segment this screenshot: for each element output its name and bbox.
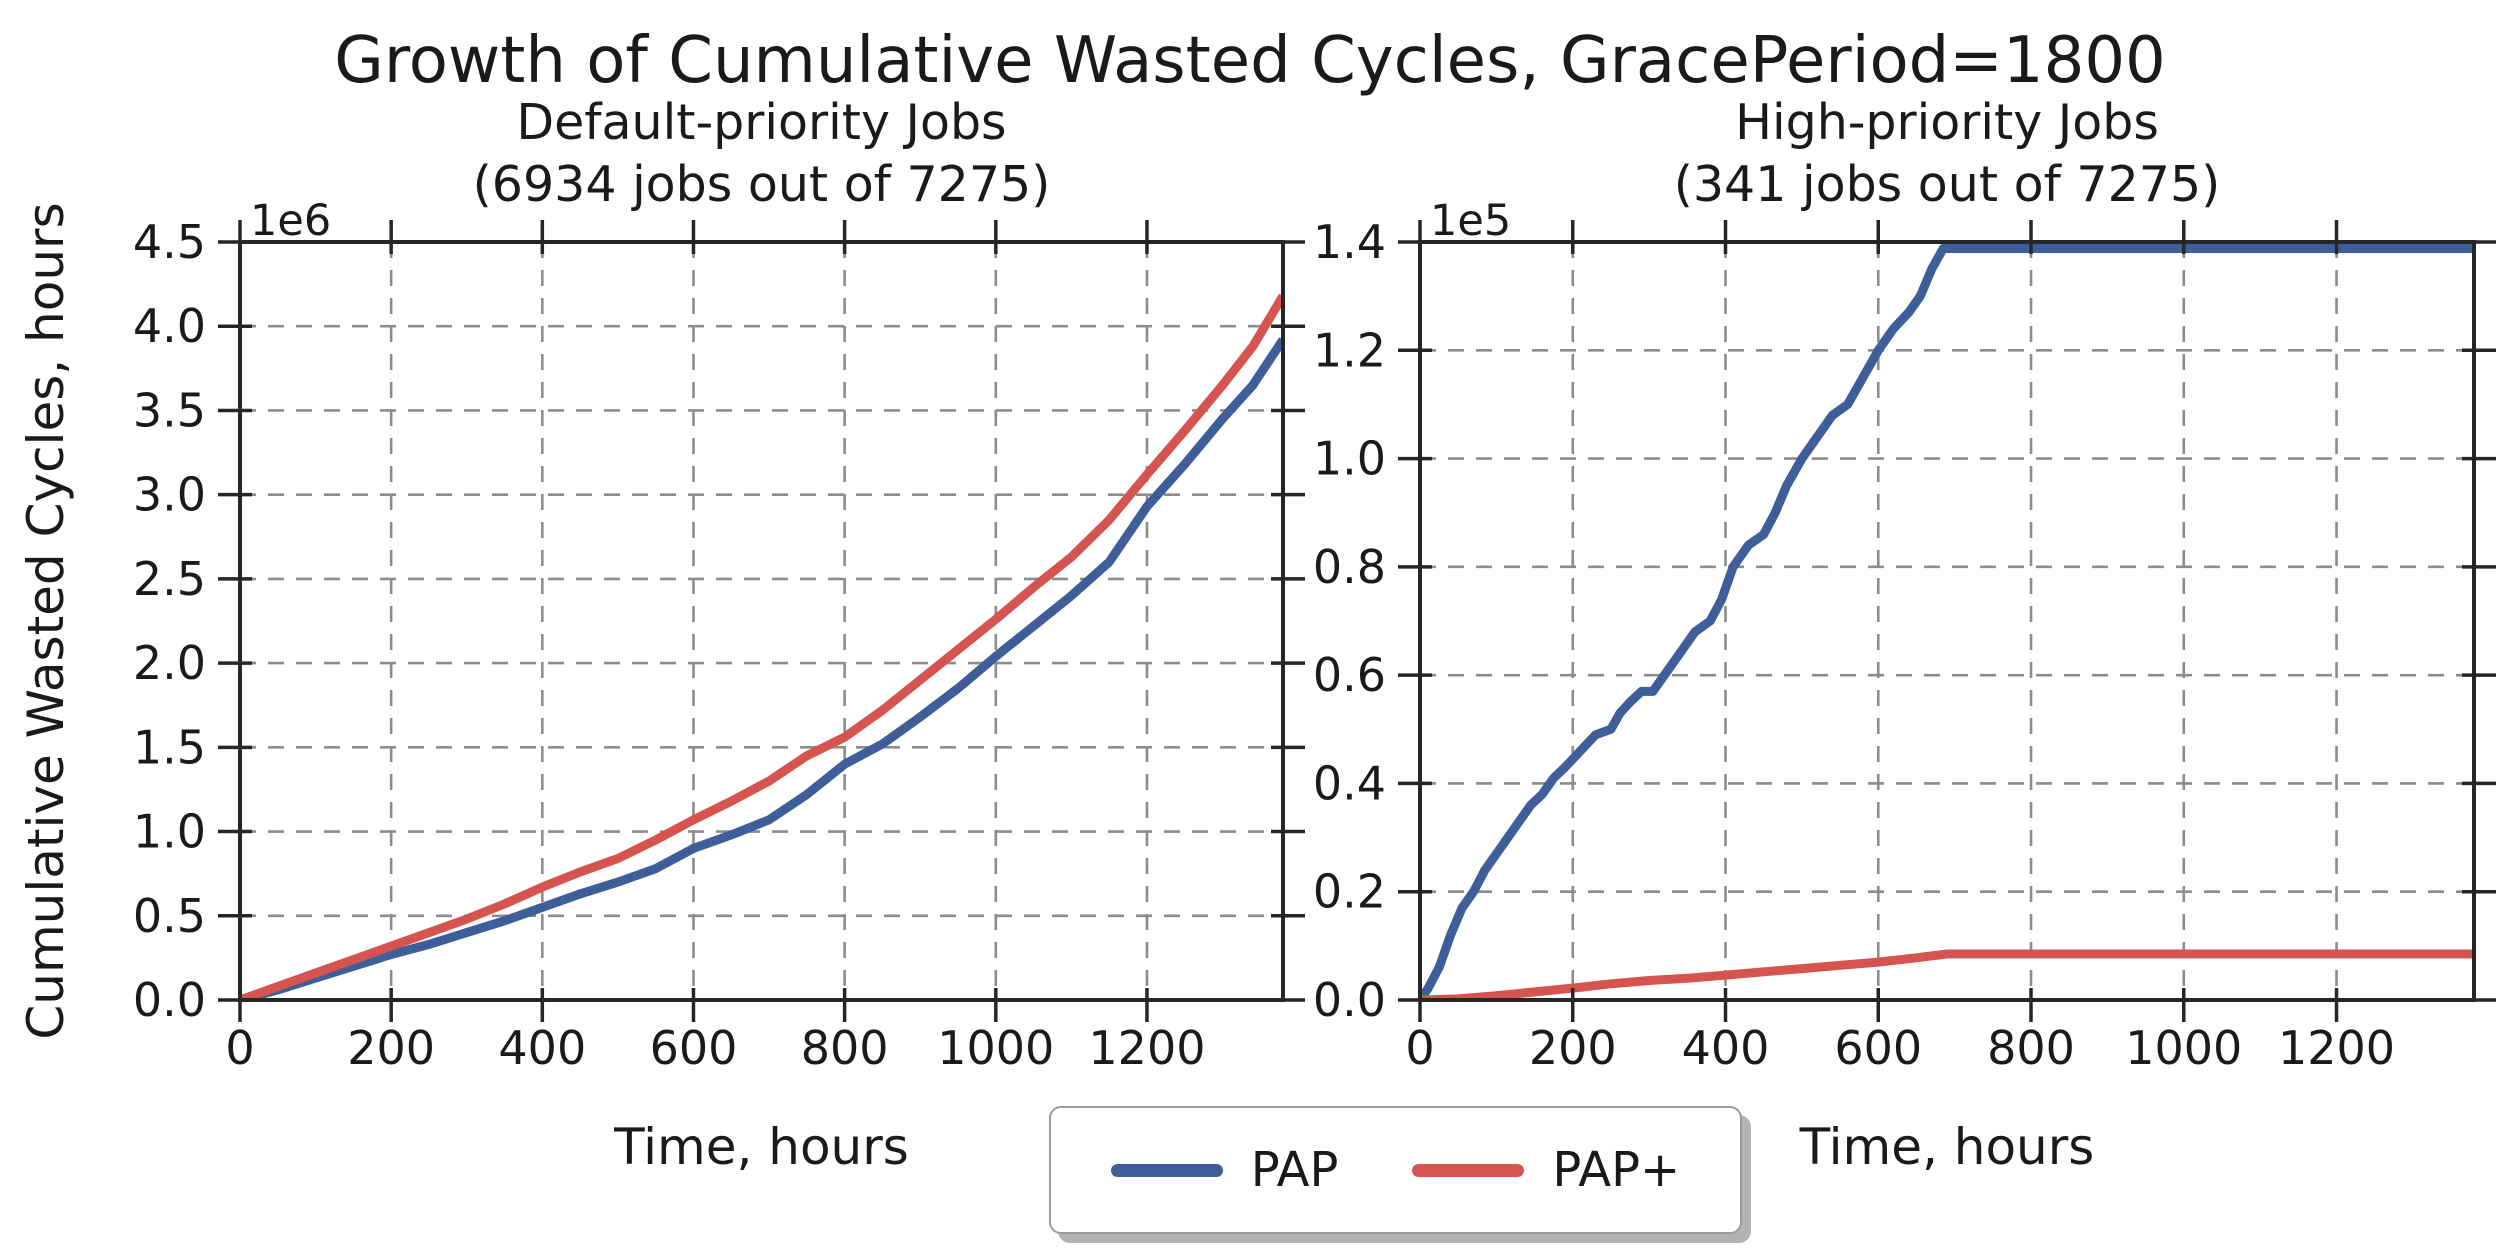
figure-title: Growth of Cumulative Wasted Cycles, Grac… — [334, 24, 2166, 98]
legend-entry-pap-plus: PAP+ — [1412, 1142, 1680, 1198]
y-tick-label: 0.8 — [1313, 540, 1386, 594]
x-tick-label: 1200 — [2278, 1021, 2395, 1075]
x-tick-label: 400 — [1682, 1021, 1770, 1075]
x-tick-label: 200 — [1529, 1021, 1617, 1075]
subplot-title-line1: Default-priority Jobs — [516, 94, 1007, 151]
y-tick-label: 0.4 — [1313, 756, 1386, 810]
subplot-title-line2: (6934 jobs out of 7275) — [472, 156, 1051, 213]
series-line-pap-plus — [1420, 949, 2474, 1000]
x-axis-label-right: Time, hours — [1799, 1118, 2095, 1176]
subplot-title-line1: High-priority Jobs — [1735, 94, 2159, 151]
y-tick-label: 2.5 — [133, 552, 206, 606]
y-tick-label: 0.0 — [133, 973, 206, 1027]
series-line-pap — [1420, 244, 2474, 1000]
y-tick-label: 3.0 — [133, 468, 206, 522]
x-tick-label: 400 — [498, 1021, 586, 1075]
series-line-pap — [240, 337, 1283, 1000]
y-offset-label-right: 1e5 — [1430, 196, 1512, 246]
legend-entry-pap: PAP — [1110, 1142, 1339, 1198]
x-tick-label: 1000 — [2125, 1021, 2242, 1075]
series-line-pap-plus — [240, 293, 1283, 1000]
y-tick-label: 0.6 — [1313, 648, 1386, 702]
x-tick-label: 800 — [1987, 1021, 2075, 1075]
x-tick-label: 200 — [347, 1021, 435, 1075]
y-tick-label: 1.0 — [133, 805, 206, 859]
y-tick-label: 4.5 — [133, 215, 206, 269]
pap-label: PAP — [1250, 1142, 1339, 1198]
x-tick-label: 0 — [225, 1021, 254, 1075]
y-tick-label: 0.5 — [133, 889, 206, 943]
pap-line-sample — [1110, 1163, 1223, 1177]
x-tick-label: 1000 — [937, 1021, 1054, 1075]
pap-plus-line-sample — [1412, 1163, 1525, 1177]
pap-plus-label: PAP+ — [1552, 1142, 1681, 1198]
subplot-title-high-priority: High-priority Jobs (341 jobs out of 7275… — [1420, 92, 2474, 216]
x-tick-label: 0 — [1405, 1021, 1434, 1075]
x-tick-label: 1200 — [1088, 1021, 1205, 1075]
y-tick-label: 0.2 — [1313, 865, 1386, 919]
y-offset-label-left: 1e6 — [250, 196, 332, 246]
y-tick-label: 1.4 — [1313, 215, 1386, 269]
subplot-1: 0 200 400 600 800 1000 1200 0.0 0.2 0.4 0.6 0.8 1.0 1… — [1313, 215, 2496, 1075]
legend: PAP PAP+ — [1049, 1106, 1742, 1234]
axes-box — [238, 240, 1285, 1002]
y-tick-label: 1.0 — [1313, 432, 1386, 486]
y-tick-label: 0.0 — [1313, 973, 1386, 1027]
x-axis-label-left: Time, hours — [614, 1118, 909, 1176]
x-tick-label: 800 — [801, 1021, 889, 1075]
y-tick-label: 1.5 — [133, 720, 206, 774]
subplot-title-line2: (341 jobs out of 7275) — [1673, 156, 2221, 213]
y-tick-label: 4.0 — [133, 299, 206, 353]
y-tick-label: 1.2 — [1313, 323, 1386, 377]
x-tick-label: 600 — [650, 1021, 738, 1075]
y-tick-label: 2.0 — [133, 636, 206, 690]
axes-box — [1418, 240, 2476, 1002]
subplot-0: 0 200 400 600 800 1000 1200 0.0 0.5 1.0 1.5 2.0 2.5 3… — [133, 215, 1305, 1075]
y-tick-label: 3.5 — [133, 383, 206, 437]
subplot-title-default-priority: Default-priority Jobs (6934 jobs out of … — [240, 92, 1283, 216]
x-tick-label: 600 — [1834, 1021, 1922, 1075]
